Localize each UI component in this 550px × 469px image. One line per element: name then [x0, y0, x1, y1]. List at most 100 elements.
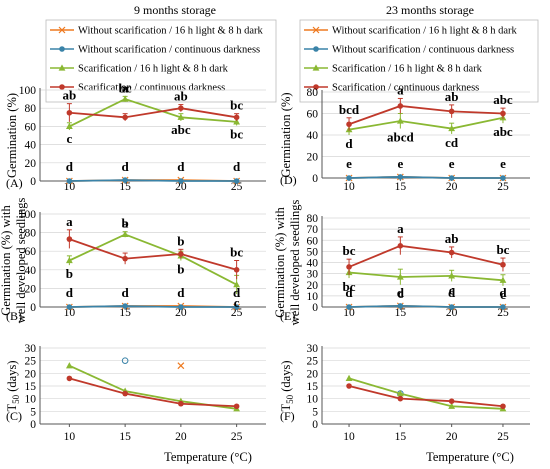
y-tick-label: 40	[25, 140, 37, 152]
series-without-scarification-continuous-darkness	[66, 177, 240, 184]
x-tick-label: 25	[497, 431, 509, 443]
legend-item-scarification-continuous-darkness: Scarification / continuous darkness	[50, 83, 225, 94]
data-point	[448, 124, 456, 132]
panel-label: (B)	[6, 309, 22, 323]
y-axis-title-line1: Germination (%) with	[0, 205, 13, 316]
y-tick-label: 50	[307, 246, 319, 258]
series-scarification-16-h-light-8-h-dark	[345, 374, 507, 412]
series-line	[68, 233, 238, 286]
sig-letter: b	[66, 266, 73, 281]
y-tick-label: 20	[307, 280, 319, 292]
y-axis-title-line1: Germination (%) with	[273, 207, 287, 318]
y-tick-label: 15	[25, 381, 37, 393]
sig-letter: b	[177, 262, 184, 277]
series-line	[68, 98, 237, 128]
y-axis-title-line2: well developed seedlings	[14, 198, 28, 324]
data-point	[66, 375, 73, 382]
col-title-right: 23 months storage	[386, 3, 474, 17]
legend-label: Scarification / continuous darkness	[332, 83, 479, 94]
data-point	[396, 273, 404, 280]
data-point	[178, 304, 184, 310]
legend-marker	[313, 46, 319, 52]
legend-marker	[312, 26, 320, 34]
data-point	[233, 118, 241, 125]
data-point-b	[177, 362, 185, 370]
sig-letter: d	[397, 285, 405, 300]
data-point	[500, 403, 506, 410]
data-point	[346, 304, 352, 310]
data-point	[397, 103, 404, 109]
x-tick-label: 25	[231, 431, 243, 443]
sig-letter: a	[397, 221, 404, 236]
sig-letter: abc	[493, 124, 513, 139]
data-point	[122, 255, 128, 262]
x-tick-label: 20	[175, 307, 187, 319]
legend-marker	[59, 46, 65, 52]
legend-label: Scarification / 16 h light & 8 h dark	[78, 64, 229, 75]
legend-label: Without scarification / 16 h light & 8 h…	[332, 26, 517, 37]
series-without-scarification-16-h-light-8-h-dark	[177, 362, 185, 370]
sig-letter: a	[122, 216, 129, 231]
data-point	[233, 304, 240, 310]
y-tick-label: 5	[312, 406, 318, 418]
data-point	[448, 108, 455, 115]
data-point	[233, 114, 240, 121]
y-tick-label: 20	[307, 152, 319, 164]
series-line	[69, 377, 237, 408]
y-axis-title: Germination (%) with well developed seedl…	[273, 200, 302, 326]
data-point	[66, 236, 73, 242]
sig-letter: bc	[496, 242, 509, 257]
y-tick-label: 15	[307, 381, 319, 393]
panel-label: (F)	[280, 409, 295, 423]
sig-letter: abcd	[387, 130, 415, 145]
legend-right: Without scarification / 16 h light & 8 h…	[299, 19, 539, 103]
data-point	[448, 304, 455, 310]
y-tick-label: 30	[307, 343, 319, 355]
sig-letter: b	[177, 233, 184, 248]
data-point	[65, 362, 73, 369]
series-without-scarification-continuous-darkness	[66, 303, 240, 310]
y-axis-title-line2: well developed seedlings	[288, 200, 302, 326]
data-point	[448, 175, 455, 181]
series-scarification-16-h-light-8-h-dark	[65, 362, 241, 412]
y-tick-label: 25	[307, 356, 319, 368]
series-scarification-16-h-light-8-h-dark	[345, 266, 507, 286]
legend-box	[299, 19, 539, 103]
x-tick-label: 20	[175, 431, 187, 443]
sig-letter: d	[345, 136, 353, 151]
data-point	[66, 304, 73, 310]
data-point	[178, 178, 184, 184]
x-tick-label: 10	[343, 307, 355, 319]
y-tick-label: 60	[25, 121, 37, 133]
y-tick-label: 20	[25, 158, 37, 170]
sig-letter: bc	[119, 80, 132, 95]
panel-d: 0 20 40 60 80 10 15 20 25 (D)Germination (%) e e e e b…	[279, 82, 530, 193]
legend-label: Without scarification / continuous darkn…	[332, 45, 514, 56]
sig-letter: b	[122, 216, 129, 231]
y-axis-title-text: Germination (%)	[279, 92, 293, 177]
panel-label: (C)	[6, 409, 22, 423]
y-axis-title: T50 (days)	[279, 360, 295, 411]
data-point	[448, 402, 456, 409]
data-point	[396, 117, 404, 124]
series-scarification-16-h-light-8-h-dark	[345, 111, 507, 135]
series-line	[69, 179, 237, 182]
x-tick-label: 15	[119, 431, 131, 443]
y-axis-title: Germination (%)	[5, 93, 19, 178]
y-tick-label: 5	[30, 406, 36, 418]
data-point	[500, 175, 506, 181]
col-title-left: 9 months storage	[134, 3, 216, 17]
sig-letter: e	[500, 156, 506, 171]
panel-label: (A)	[6, 176, 23, 190]
y-axis-title: Germination (%)	[279, 92, 293, 177]
series-scarification-continuous-darkness	[66, 229, 240, 280]
legend-marker-b	[312, 26, 320, 34]
sig-letter: bc	[230, 245, 243, 260]
y-tick-label: 60	[25, 246, 37, 258]
x-tick-label: 20	[446, 431, 458, 443]
y-tick-label: 60	[307, 109, 319, 121]
data-point	[233, 281, 241, 288]
